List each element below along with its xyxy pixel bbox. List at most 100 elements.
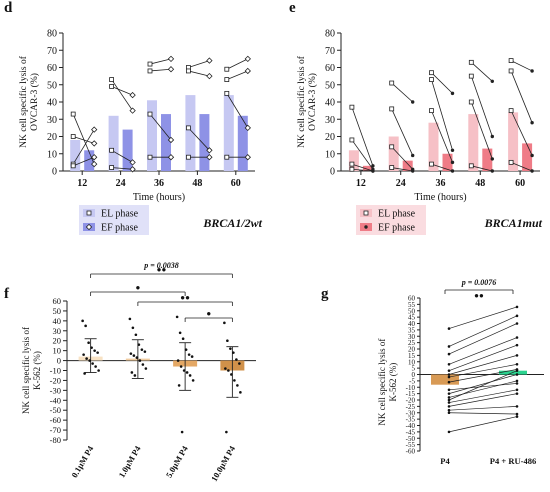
point-p4 xyxy=(447,430,451,434)
panel-letter: g xyxy=(321,286,329,302)
pair-line xyxy=(72,113,95,165)
point xyxy=(130,371,134,374)
legend-label: EL phase xyxy=(378,209,416,220)
y-tick-label: 50 xyxy=(47,80,57,91)
pair-line xyxy=(448,389,518,403)
point-ef xyxy=(450,148,455,152)
y-tick-label: -20 xyxy=(50,375,61,385)
pair-line xyxy=(72,129,95,165)
y-tick-label: -20 xyxy=(406,397,416,405)
bar-el xyxy=(428,122,439,171)
point-ru486 xyxy=(515,343,519,347)
point-ru486 xyxy=(515,392,519,395)
bar-el xyxy=(348,150,359,171)
point xyxy=(187,353,191,356)
point-ru486 xyxy=(515,314,519,318)
point xyxy=(82,353,85,356)
pair-line xyxy=(111,86,133,96)
point xyxy=(182,369,186,372)
point xyxy=(144,367,148,370)
significance-mark: ● xyxy=(206,309,211,318)
y-axis-label: NK cell specific lysis ofK-562 (%) xyxy=(377,339,398,426)
pair-line xyxy=(448,323,518,355)
x-tick-label: 24 xyxy=(116,178,126,189)
legend-marker xyxy=(85,223,93,231)
y-tick-label: 0 xyxy=(57,356,61,366)
point-ef xyxy=(490,134,494,139)
x-tick-label: 60 xyxy=(515,178,525,189)
pair-line xyxy=(510,70,533,123)
bar-el xyxy=(508,112,519,171)
point xyxy=(85,357,88,360)
point-ru486 xyxy=(515,405,519,408)
pair-line xyxy=(111,79,133,111)
panel-g: g-60-55-50-45-40-35-30-25-20-15-10-50510… xyxy=(321,278,544,466)
pair-line xyxy=(149,68,172,72)
legend-marker xyxy=(364,225,368,229)
pair-line xyxy=(351,107,374,166)
point-p4 xyxy=(447,408,451,412)
point xyxy=(177,384,181,387)
x-tick-label: 5.0µM P4 xyxy=(164,443,191,479)
y-tick-label: 40 xyxy=(408,320,416,328)
point-p4 xyxy=(447,363,451,366)
x-axis-label: Time (hours) xyxy=(414,192,466,203)
point xyxy=(96,351,99,354)
pair-line xyxy=(448,370,518,401)
significance-mark: ● xyxy=(135,283,140,292)
bar-ef xyxy=(199,114,210,171)
y-tick-label: 70 xyxy=(325,46,335,57)
x-tick-label: 12 xyxy=(356,178,366,189)
point-el xyxy=(429,70,434,76)
pair-line xyxy=(510,60,533,72)
point-el xyxy=(429,77,434,82)
point xyxy=(181,337,185,341)
x-tick-label: 0.1µM P4 xyxy=(69,443,96,479)
y-tick-label: -40 xyxy=(50,395,61,405)
point-ru486 xyxy=(515,415,519,418)
bar-ef xyxy=(482,148,493,171)
pair-line xyxy=(73,156,95,167)
panel-d: d 0 10 20 30 40 50 60 70 80 NK cell specific lysis… xyxy=(4,0,263,235)
pair-line xyxy=(149,113,172,141)
x-axis-label: Time (hours) xyxy=(133,192,185,203)
legend-marker xyxy=(363,210,369,216)
point xyxy=(176,359,180,362)
point-el xyxy=(429,108,434,114)
y-tick-label: 55 xyxy=(408,301,416,309)
y-tick-label: 45 xyxy=(408,314,416,322)
y-tick-label: 35 xyxy=(408,326,416,334)
bar-el xyxy=(147,100,157,171)
bar-ef xyxy=(161,114,171,171)
point-el xyxy=(109,165,114,170)
point-ru486 xyxy=(515,382,519,385)
point xyxy=(133,374,137,377)
y-tick-label: 50 xyxy=(53,306,62,316)
point-el xyxy=(185,68,191,74)
bar-el xyxy=(388,136,399,171)
bar-ef xyxy=(237,115,248,171)
point xyxy=(179,365,183,368)
point-ef xyxy=(490,169,494,173)
point-ru486 xyxy=(515,363,519,366)
y-tick-label: 10 xyxy=(408,358,416,366)
pair-line xyxy=(188,70,210,77)
point-el xyxy=(389,80,395,86)
y-tick-label: 50 xyxy=(408,307,416,315)
pair-line xyxy=(431,110,453,163)
point-ef xyxy=(530,153,534,158)
point xyxy=(223,321,226,325)
point xyxy=(128,317,132,321)
point xyxy=(235,358,238,361)
pair-line xyxy=(431,72,453,94)
point-el xyxy=(468,99,474,105)
y-tick-label: 0 xyxy=(412,371,416,379)
y-tick-label: 0 xyxy=(52,167,57,178)
pair-line xyxy=(448,306,518,329)
pair-line xyxy=(391,108,414,156)
x-tick-label: 24 xyxy=(396,178,406,189)
point-el xyxy=(349,137,355,143)
y-tick-label: -50 xyxy=(406,435,416,443)
y-tick-label: 5 xyxy=(412,365,416,373)
point-el xyxy=(508,68,514,74)
